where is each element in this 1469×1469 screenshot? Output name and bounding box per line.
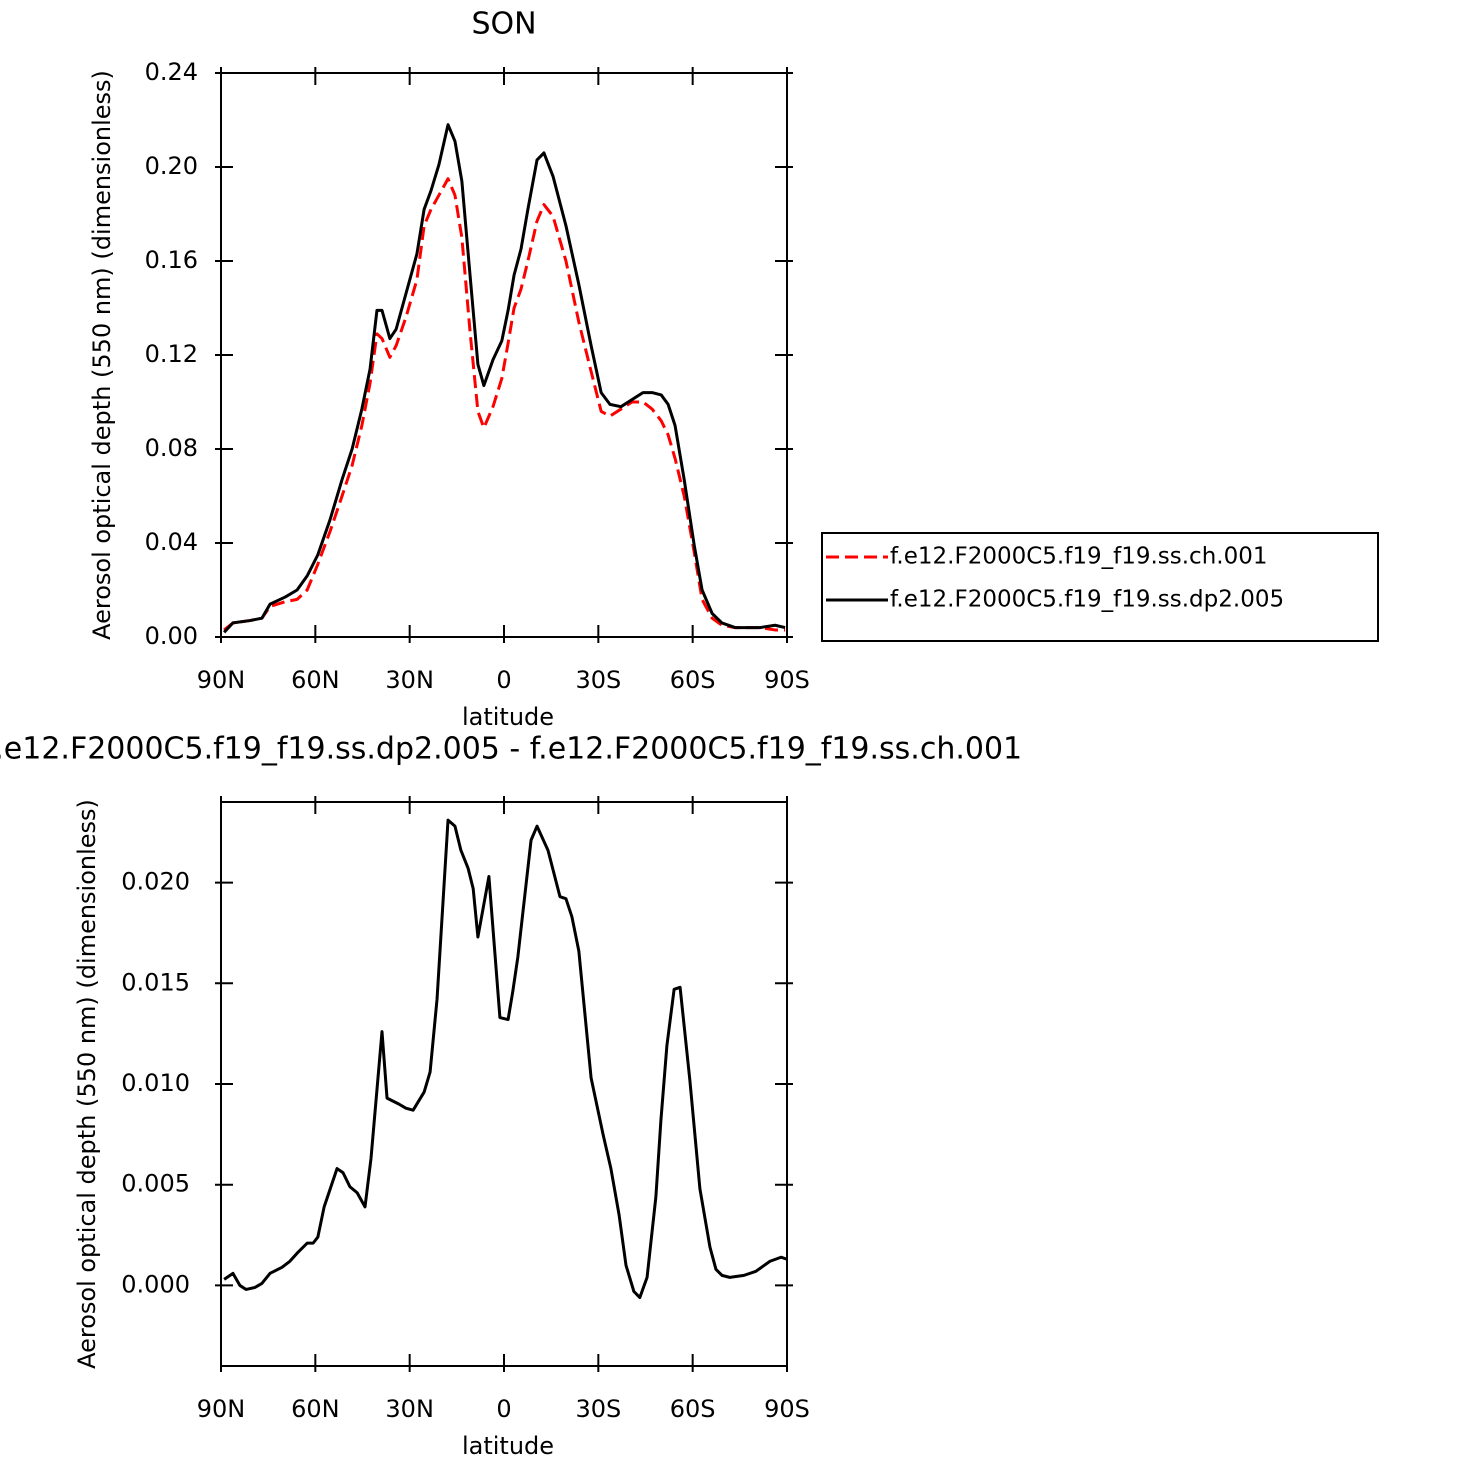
x-axis-label: latitude [462, 1432, 554, 1460]
x-tick-label: 90S [764, 666, 810, 694]
y-axis-label: Aerosol optical depth (550 nm) (dimensio… [88, 70, 116, 640]
y-tick-label: 0.08 [145, 434, 198, 462]
y-tick-label: 0.16 [145, 246, 198, 274]
x-tick-label: 30N [385, 1395, 434, 1423]
x-tick-label: 90N [197, 1395, 246, 1423]
y-tick-label: 0.04 [145, 528, 198, 556]
plot-frame [220, 72, 788, 638]
x-axis-label: latitude [462, 703, 554, 731]
x-tick-label: 30S [575, 666, 621, 694]
x-tick-label: 60S [670, 666, 716, 694]
plot-frame [220, 801, 788, 1367]
x-tick-label: 0 [496, 1395, 511, 1423]
chart-title: SON [471, 7, 536, 42]
y-tick-label: 0.20 [145, 152, 198, 180]
x-tick-label: 0 [496, 666, 511, 694]
chart-title: f.e12.F2000C5.f19_f19.ss.dp2.005 - f.e12… [0, 732, 1022, 767]
y-tick-label: 0.020 [121, 868, 190, 896]
x-tick-label: 30S [575, 1395, 621, 1423]
x-tick-label: 90N [197, 666, 246, 694]
y-tick-label: 0.015 [121, 968, 190, 996]
x-tick-label: 60N [291, 1395, 340, 1423]
x-tick-label: 60N [291, 666, 340, 694]
y-tick-label: 0.24 [145, 58, 198, 86]
x-tick-label: 60S [670, 1395, 716, 1423]
y-tick-label: 0.00 [145, 622, 198, 650]
y-tick-label: 0.010 [121, 1069, 190, 1097]
legend-box [821, 532, 1379, 642]
y-tick-label: 0.12 [145, 340, 198, 368]
legend-label: f.e12.F2000C5.f19_f19.ss.ch.001 [890, 544, 1267, 570]
legend-label: f.e12.F2000C5.f19_f19.ss.dp2.005 [890, 587, 1284, 613]
data-line [223, 818, 788, 1300]
x-tick-label: 30N [385, 666, 434, 694]
data-line [223, 177, 786, 632]
data-line [223, 123, 786, 634]
y-tick-label: 0.005 [121, 1170, 190, 1198]
y-axis-label: Aerosol optical depth (550 nm) (dimensio… [73, 799, 101, 1369]
x-tick-label: 90S [764, 1395, 810, 1423]
y-tick-label: 0.000 [121, 1270, 190, 1298]
